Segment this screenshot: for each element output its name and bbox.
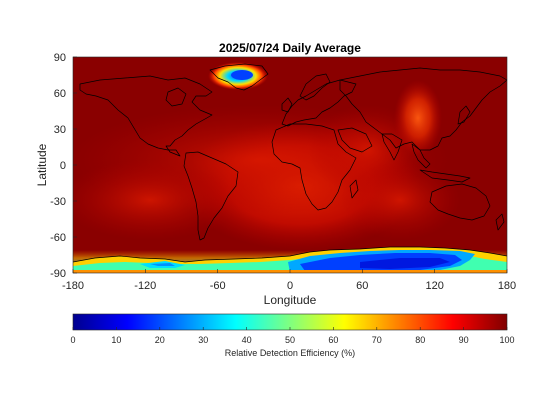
y-tick-label: 60: [54, 88, 66, 100]
antarctica-low-efficiency: [73, 247, 507, 273]
y-tick-label: 0: [60, 160, 66, 172]
scandinavia-coast: [299, 73, 331, 101]
map-field: [73, 57, 507, 273]
madagascar-coast: [349, 179, 359, 199]
x-tick-label: 120: [426, 280, 444, 292]
colorbar-ticks: [72, 327, 508, 330]
colorbar-tick-label: 100: [499, 335, 514, 345]
y-tick-label: -60: [50, 232, 66, 244]
south-america-coast: [183, 151, 239, 241]
x-tick-label: -120: [134, 280, 156, 292]
new-zealand-coast: [495, 213, 505, 231]
colorbar: 0 10 20 30 40 50 60 70 80 90 100 Relativ…: [70, 313, 515, 358]
arabia-coast: [337, 127, 373, 153]
x-tick-labels: -180 -120 -60 0 60 120 180: [62, 280, 516, 292]
x-tick-label: 180: [498, 280, 516, 292]
x-axis-label: Longitude: [264, 293, 317, 307]
y-tick-label: -90: [50, 268, 66, 280]
british-isles-coast: [281, 97, 293, 113]
indonesia-coast: [419, 169, 471, 183]
y-axis-label: Latitude: [35, 143, 49, 186]
southeast-asia-coast: [411, 143, 431, 169]
colorbar-tick-label: 20: [155, 335, 165, 345]
colorbar-tick-label: 0: [70, 335, 75, 345]
colorbar-tick-label: 90: [459, 335, 469, 345]
north-america-coast: [79, 75, 213, 157]
asia-coast: [339, 67, 507, 151]
coastlines: [73, 63, 507, 263]
africa-coast: [271, 123, 357, 211]
india-coast: [381, 133, 403, 161]
y-tick-label: 30: [54, 124, 66, 136]
colorbar-tick-label: 60: [328, 335, 338, 345]
x-tick-label: -60: [210, 280, 226, 292]
y-tick-labels: 90 60 30 0 -30 -60 -90: [50, 52, 66, 280]
colorbar-tick-label: 30: [198, 335, 208, 345]
colorbar-tick-label: 10: [111, 335, 121, 345]
map-title: 2025/07/24 Daily Average: [219, 41, 361, 55]
colorbar-tick-label: 50: [285, 335, 295, 345]
colorbar-tick-label: 40: [242, 335, 252, 345]
x-tick-label: -180: [62, 280, 84, 292]
colorbar-label: Relative Detection Efficiency (%): [225, 348, 355, 358]
x-tick-label: 0: [287, 280, 293, 292]
hudson-bay-coast: [165, 87, 187, 107]
greenland-coast: [209, 63, 269, 91]
colorbar-tick-label: 80: [415, 335, 425, 345]
indian-ocean-highlight: [340, 160, 460, 240]
y-tick-label: 90: [54, 52, 66, 64]
europe-coast: [281, 79, 357, 127]
australia-coast: [429, 183, 491, 221]
y-tick-label: -30: [50, 196, 66, 208]
colorbar-tick-label: 70: [372, 335, 382, 345]
greenland-core: [231, 70, 253, 80]
japan-coast: [457, 105, 471, 125]
axis-ticks: [72, 56, 508, 274]
pacific-band: [73, 160, 240, 240]
antarctica-coast: [73, 246, 507, 263]
x-tick-label: 60: [356, 280, 368, 292]
